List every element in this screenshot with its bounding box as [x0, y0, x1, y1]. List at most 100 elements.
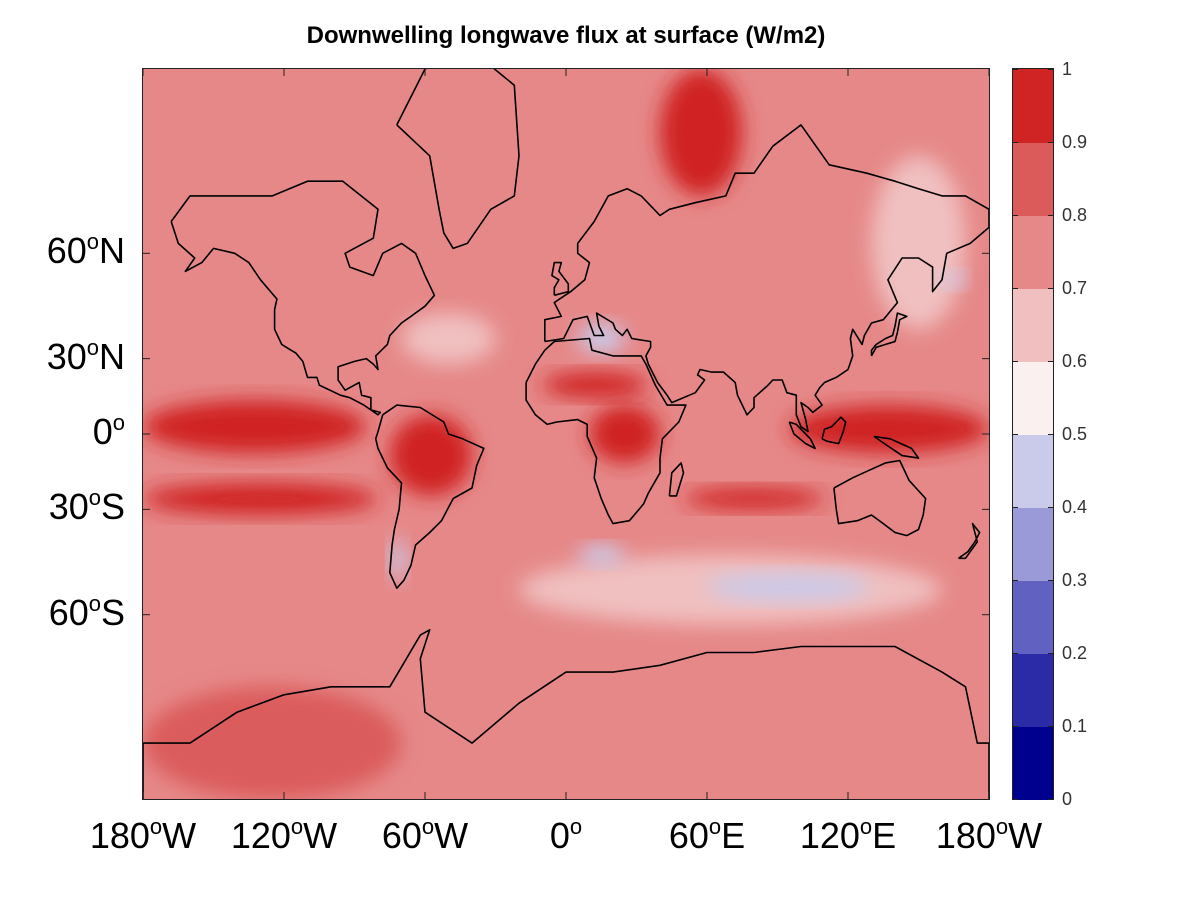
colorbar-tick-mark-2-0 — [1013, 653, 1018, 654]
y-tick-label-degrees: 30 — [48, 486, 89, 528]
field-region-south-indian-ocean-dip — [707, 572, 872, 601]
colorbar-tick-mark-6-1 — [1048, 361, 1053, 362]
degree-symbol: o — [88, 485, 101, 511]
coastline-antarctica — [143, 628, 989, 799]
coastline-south-america — [374, 404, 485, 590]
x-tick-label-hemisphere: W — [1008, 815, 1043, 856]
colorbar-tick-mark-5-0 — [1013, 434, 1018, 435]
x-tick-label-hemisphere: E — [721, 815, 746, 856]
coastline-eurasia — [543, 124, 989, 433]
coastline-africa — [525, 337, 687, 525]
colorbar-level-6 — [1013, 288, 1053, 362]
colorbar-tick-mark-8-1 — [1048, 215, 1053, 216]
field-region-sahara-band — [542, 372, 649, 398]
colorbar-tick-mark-2-1 — [1048, 653, 1053, 654]
colorbar-tick-mark-8-0 — [1013, 215, 1018, 216]
coastline-new-zealand — [958, 522, 981, 560]
colorbar-tick-mark-3-1 — [1048, 580, 1053, 581]
x-tick-label-hemisphere: W — [162, 815, 197, 856]
field-region-tropical-pacific-band — [143, 400, 367, 454]
degree-symbol: o — [88, 590, 101, 616]
colorbar — [1012, 68, 1054, 800]
field-region-south-atlantic-dip — [577, 545, 625, 566]
field-region-mediterranean-dip — [577, 322, 625, 354]
y-tick-label-hemisphere: N — [99, 230, 125, 272]
degree-symbol: o — [859, 814, 873, 839]
coastline-greenland — [396, 69, 520, 250]
colorbar-tick-label-4: 0.4 — [1062, 497, 1088, 517]
colorbar-tick-label-8: 0.8 — [1062, 205, 1088, 225]
y-tick-label-degrees: 30 — [46, 335, 87, 377]
x-tick-label-6: 180oW — [935, 815, 1043, 856]
y-tick-label-degrees: 60 — [48, 591, 89, 633]
colorbar-tick-label-1: 0.1 — [1062, 716, 1088, 736]
coastline-britain — [551, 261, 570, 297]
field-region-northwest-pacific — [871, 155, 966, 330]
x-tick-label-degrees: 120 — [230, 815, 291, 856]
y-tick-label-4: 60oS — [48, 591, 125, 633]
colorbar-tick-mark-6-0 — [1013, 361, 1018, 362]
degree-symbol: o — [86, 229, 99, 255]
x-tick-label-degrees: 0 — [549, 815, 570, 856]
colorbar-tick-mark-10-1 — [1048, 69, 1053, 70]
degree-symbol: o — [995, 814, 1009, 839]
colorbar-level-3 — [1013, 507, 1053, 581]
colorbar-tick-label-0: 0 — [1062, 789, 1073, 809]
colorbar-tick-mark-7-0 — [1013, 288, 1018, 289]
field-region-south-pacific-band — [143, 482, 378, 515]
colorbar-tick-mark-9-0 — [1013, 142, 1018, 143]
colorbar-tick-label-9: 0.9 — [1062, 132, 1088, 152]
degree-symbol: o — [569, 814, 583, 839]
y-tick-label-hemisphere: S — [100, 486, 125, 528]
field-region-south-indian-band — [683, 488, 825, 510]
x-tick-label-1: 120oW — [230, 815, 338, 856]
colorbar-tick-mark-7-1 — [1048, 288, 1053, 289]
colorbar-tick-mark-4-0 — [1013, 507, 1018, 508]
y-tick-label-0: 60oN — [46, 230, 125, 272]
degree-symbol: o — [290, 814, 304, 839]
x-tick-label-5: 120oE — [799, 815, 897, 856]
coastline-madagascar — [668, 462, 685, 497]
degree-symbol: o — [708, 814, 722, 839]
field-region-arctic-north-atlantic — [660, 69, 743, 196]
field-region-northwest-pacific-dip — [942, 271, 966, 288]
y-tick-label-3: 30oS — [48, 486, 125, 528]
colorbar-tick-mark-1-1 — [1048, 726, 1053, 727]
field-region-antarctica-ross — [143, 686, 402, 799]
coastline-north-america — [170, 180, 436, 416]
x-tick-label-degrees: 120 — [799, 815, 860, 856]
y-tick-label-degrees: 0 — [92, 411, 113, 452]
colorbar-level-1 — [1013, 653, 1053, 727]
coastline-borneo — [821, 416, 847, 445]
colorbar-tick-mark-5-1 — [1048, 434, 1053, 435]
y-tick-label-2: 0o — [92, 411, 125, 452]
x-tick-label-degrees: 180 — [89, 815, 150, 856]
colorbar-tick-mark-1-0 — [1013, 726, 1018, 727]
y-tick-label-hemisphere: S — [100, 591, 125, 633]
colorbar-level-2 — [1013, 580, 1053, 654]
field-region-mid-atlantic-north — [401, 313, 496, 365]
colorbar-level-9 — [1013, 69, 1053, 143]
colorbar-tick-label-5: 0.5 — [1062, 424, 1088, 444]
x-tick-label-3: 0o — [549, 815, 582, 856]
colorbar-level-8 — [1013, 142, 1053, 216]
x-tick-label-degrees: 60 — [381, 815, 422, 856]
x-tick-label-4: 60oE — [668, 815, 746, 856]
x-tick-label-hemisphere: W — [303, 815, 338, 856]
x-tick-label-degrees: 180 — [935, 815, 996, 856]
colorbar-tick-mark-3-0 — [1013, 580, 1018, 581]
colorbar-tick-mark-0-1 — [1048, 799, 1053, 800]
x-tick-label-degrees: 60 — [668, 815, 709, 856]
colorbar-level-0 — [1013, 726, 1053, 800]
colorbar-tick-mark-9-1 — [1048, 142, 1053, 143]
y-tick-label-degrees: 60 — [46, 230, 87, 272]
y-tick-label-1: 30oN — [46, 335, 125, 377]
coastline-japan — [870, 312, 908, 357]
degree-symbol: o — [421, 814, 435, 839]
colorbar-tick-mark-10-0 — [1013, 69, 1018, 70]
chart-title: Downwelling longwave flux at surface (W/… — [306, 22, 826, 49]
x-tick-label-hemisphere: E — [872, 815, 897, 856]
y-tick-label-hemisphere: N — [99, 335, 125, 377]
x-tick-label-2: 60oW — [381, 815, 469, 856]
x-tick-label-hemisphere: W — [434, 815, 469, 856]
